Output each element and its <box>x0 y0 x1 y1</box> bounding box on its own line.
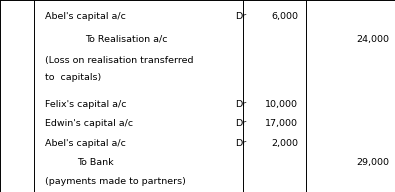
Text: 17,000: 17,000 <box>265 119 298 128</box>
Text: (Loss on realisation transferred: (Loss on realisation transferred <box>45 56 194 65</box>
Text: Dr: Dr <box>235 100 246 109</box>
Text: To Bank: To Bank <box>77 158 114 167</box>
Text: Dr: Dr <box>235 119 246 128</box>
Text: to  capitals): to capitals) <box>45 73 102 82</box>
Text: 10,000: 10,000 <box>265 100 298 109</box>
Text: Felix's capital a/c: Felix's capital a/c <box>45 100 127 109</box>
Text: Dr: Dr <box>235 12 246 21</box>
Text: Abel's capital a/c: Abel's capital a/c <box>45 139 126 147</box>
Text: 24,000: 24,000 <box>356 35 389 44</box>
Text: 29,000: 29,000 <box>356 158 389 167</box>
Text: 2,000: 2,000 <box>271 139 298 147</box>
Text: (payments made to partners): (payments made to partners) <box>45 177 186 186</box>
Text: Dr: Dr <box>235 139 246 147</box>
Text: To Realisation a/c: To Realisation a/c <box>85 35 167 44</box>
Text: Abel's capital a/c: Abel's capital a/c <box>45 12 126 21</box>
Text: Edwin's capital a/c: Edwin's capital a/c <box>45 119 134 128</box>
Text: 6,000: 6,000 <box>271 12 298 21</box>
